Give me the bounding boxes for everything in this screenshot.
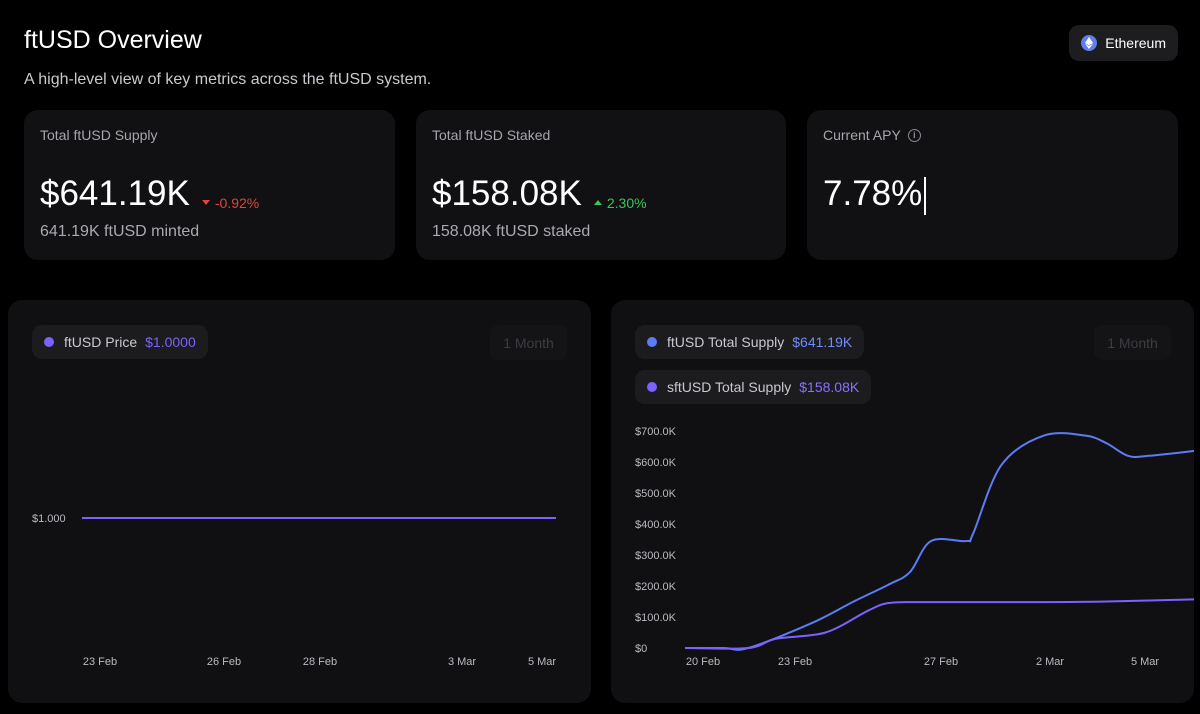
y-tick-label: $200.0K bbox=[635, 581, 677, 593]
supply-chart: $0 $100.0K $200.0K $300.0K $400.0K $500.0K $60… bbox=[635, 426, 1194, 668]
network-label: Ethereum bbox=[1105, 35, 1166, 51]
total-staked-sub: 158.08K ftUSD staked bbox=[432, 223, 591, 240]
total-staked-card: Total ftUSD Staked $158.08K 2.30% 158.08… bbox=[416, 110, 786, 260]
network-selector-button[interactable]: Ethereum bbox=[1069, 25, 1178, 61]
price-legend-value: $1.0000 bbox=[145, 334, 196, 350]
caret-down-icon bbox=[201, 200, 210, 205]
x-tick-label: 5 Mar bbox=[528, 656, 556, 668]
price-legend[interactable]: ftUSD Price $1.0000 bbox=[32, 325, 208, 359]
supply-legend-dot bbox=[647, 337, 657, 347]
total-staked-value: $158.08K bbox=[432, 174, 582, 213]
price-range-button[interactable]: 1 Month bbox=[490, 325, 567, 360]
info-icon[interactable]: i bbox=[907, 128, 921, 142]
total-supply-card: Total ftUSD Supply $641.19K -0.92% 641.1… bbox=[24, 110, 395, 260]
y-tick-label: $100.0K bbox=[635, 612, 677, 624]
x-tick-label: 28 Feb bbox=[303, 656, 337, 668]
current-apy-label: Current APY bbox=[823, 127, 901, 143]
price-legend-label: ftUSD Price bbox=[64, 334, 138, 350]
current-apy-card: Current APY i 7.78% bbox=[807, 110, 1178, 260]
y-tick-label: $500.0K bbox=[635, 488, 677, 500]
ftusd-supply-line bbox=[685, 432, 1194, 651]
total-supply-sub: 641.19K ftUSD minted bbox=[40, 223, 200, 240]
total-staked-change: 2.30% bbox=[593, 194, 647, 211]
current-apy-value-row: 7.78% bbox=[823, 174, 926, 215]
total-supply-value-row: $641.19K -0.92% bbox=[40, 174, 259, 214]
price-chart-panel: ftUSD Price $1.0000 1 Month $1.000 23 Feb… bbox=[8, 300, 591, 703]
ethereum-icon bbox=[1081, 35, 1098, 51]
y-tick-label: $0 bbox=[635, 643, 647, 655]
x-tick-label: 20 Feb bbox=[686, 656, 720, 668]
x-tick-label: 2 Mar bbox=[1036, 656, 1064, 668]
staked-supply-legend[interactable]: sftUSD Total Supply $158.08K bbox=[635, 370, 872, 404]
page-title: ftUSD Overview bbox=[24, 26, 202, 54]
x-tick-label: 3 Mar bbox=[448, 656, 476, 668]
supply-legend-label: ftUSD Total Supply bbox=[667, 334, 785, 350]
y-tick-label: $700.0K bbox=[635, 426, 677, 438]
total-staked-value-row: $158.08K 2.30% bbox=[432, 174, 647, 214]
total-supply-change: -0.92% bbox=[201, 194, 260, 211]
price-chart: $1.000 23 Feb 26 Feb 28 Feb 3 Mar 5 Mar bbox=[32, 513, 556, 668]
caret-up-icon bbox=[593, 200, 602, 205]
supply-range-button[interactable]: 1 Month bbox=[1094, 325, 1171, 360]
current-apy-label-row: Current APY i bbox=[823, 127, 921, 143]
current-apy-value: 7.78% bbox=[823, 174, 926, 215]
y-tick-label: $1.000 bbox=[32, 513, 66, 525]
supply-legend-value: $641.19K bbox=[792, 334, 853, 350]
x-tick-label: 5 Mar bbox=[1131, 656, 1159, 668]
x-tick-label: 23 Feb bbox=[778, 656, 812, 668]
total-supply-value: $641.19K bbox=[40, 174, 190, 213]
x-tick-label: 26 Feb bbox=[207, 656, 241, 668]
sftusd-supply-line bbox=[684, 598, 1194, 650]
supply-chart-panel: ftUSD Total Supply $641.19K sftUSD Total… bbox=[611, 300, 1194, 703]
staked-supply-legend-value: $158.08K bbox=[799, 379, 860, 395]
total-supply-label: Total ftUSD Supply bbox=[40, 127, 158, 143]
y-tick-label: $600.0K bbox=[635, 457, 677, 469]
total-supply-change-value: -0.92% bbox=[214, 194, 260, 211]
text-cursor bbox=[924, 176, 926, 215]
y-tick-label: $300.0K bbox=[635, 550, 677, 562]
price-legend-dot bbox=[44, 337, 54, 347]
staked-supply-legend-label: sftUSD Total Supply bbox=[667, 379, 792, 395]
staked-supply-legend-dot bbox=[647, 382, 657, 392]
y-tick-label: $400.0K bbox=[635, 519, 677, 531]
total-staked-label: Total ftUSD Staked bbox=[432, 127, 551, 143]
x-tick-label: 27 Feb bbox=[924, 656, 958, 668]
x-tick-label: 23 Feb bbox=[83, 656, 117, 668]
total-staked-change-value: 2.30% bbox=[606, 194, 647, 211]
page-subtitle: A high-level view of key metrics across … bbox=[24, 71, 432, 88]
supply-legend[interactable]: ftUSD Total Supply $641.19K bbox=[635, 325, 865, 359]
